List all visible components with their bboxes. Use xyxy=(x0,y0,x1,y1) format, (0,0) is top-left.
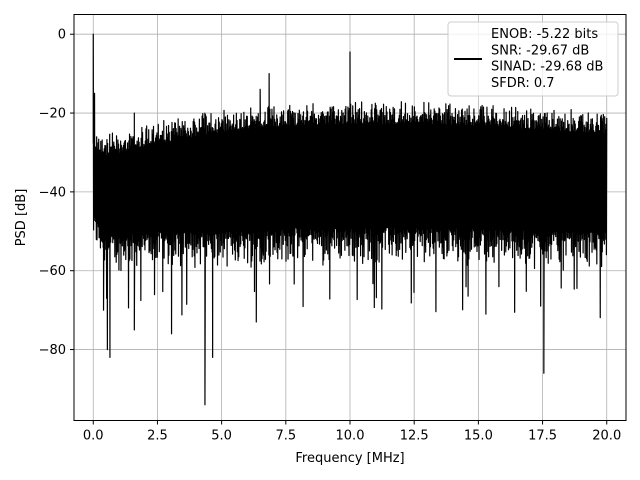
y-tick-label: −20 xyxy=(39,107,66,122)
y-tick-label: 0 xyxy=(58,28,66,43)
y-tick-label: −40 xyxy=(39,185,66,200)
x-tick-label: 5.0 xyxy=(211,429,232,444)
y-tick-label: −60 xyxy=(39,264,66,279)
legend-entry-line: SNR: -29.67 dB xyxy=(491,43,589,58)
x-axis-label: Frequency [MHz] xyxy=(295,451,404,466)
x-tick-label: 12.5 xyxy=(400,429,429,444)
psd-trace xyxy=(92,33,608,406)
x-tick-label: 17.5 xyxy=(528,429,557,444)
legend-entry-line: ENOB: -5.22 bits xyxy=(491,27,598,42)
x-tick-label: 10.0 xyxy=(336,429,365,444)
legend-entry-line: SFDR: 0.7 xyxy=(491,76,555,91)
legend-entry-line: SINAD: -29.68 dB xyxy=(491,60,603,75)
y-tick-label: −80 xyxy=(39,343,66,358)
axis-ticks: 0.0 2.5 5.0 7.5 10.0 12.5 15.0 17.5 20.0 0 −20 −40 −… xyxy=(39,28,622,444)
x-tick-label: 15.0 xyxy=(464,429,493,444)
x-tick-label: 7.5 xyxy=(275,429,296,444)
plot-frame xyxy=(73,14,627,421)
y-axis-label: PSD [dB] xyxy=(14,189,29,247)
x-tick-label: 0.0 xyxy=(83,429,104,444)
x-tick-label: 2.5 xyxy=(147,429,168,444)
legend-box xyxy=(447,21,619,97)
x-tick-label: 20.0 xyxy=(592,429,621,444)
